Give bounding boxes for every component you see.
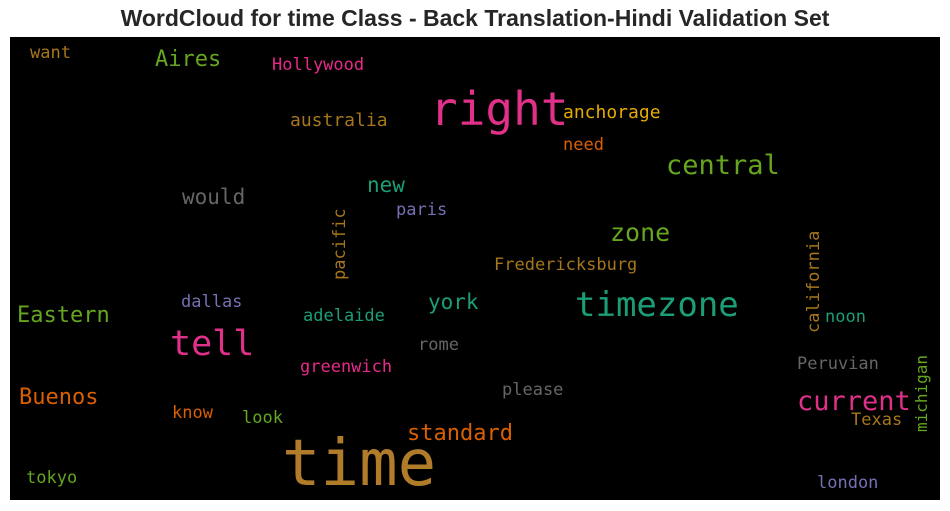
wordcloud-canvas: time right timezone tell central current zone s… [10, 37, 940, 500]
word-dallas: dallas [181, 292, 243, 312]
chart-title: WordCloud for time Class - Back Translat… [120, 5, 830, 31]
word-adelaide: adelaide [303, 306, 385, 326]
word-central: central [666, 150, 780, 181]
word-know: know [172, 403, 213, 423]
word-would: would [182, 185, 246, 209]
word-paris: paris [396, 200, 448, 220]
word-look: look [242, 408, 283, 428]
word-want: want [30, 43, 71, 63]
word-australia: australia [290, 110, 388, 131]
word-buenos: Buenos [19, 385, 99, 410]
word-tokyo: tokyo [26, 468, 78, 488]
word-eastern: Eastern [17, 303, 110, 328]
word-new: new [367, 173, 405, 197]
word-york: york [428, 290, 479, 314]
word-rome: rome [418, 335, 459, 355]
word-tell: tell [170, 324, 255, 364]
word-time: time [282, 427, 437, 500]
word-aires: Aires [155, 47, 222, 72]
word-timezone: timezone [575, 285, 739, 325]
word-london: london [817, 473, 879, 493]
word-peruvian: Peruvian [797, 354, 879, 374]
word-current: current [797, 386, 911, 417]
word-hollywood: Hollywood [272, 55, 365, 75]
word-please: please [502, 380, 564, 400]
word-right: right [430, 82, 569, 136]
word-texas: Texas [851, 410, 903, 430]
word-pacific: pacific [330, 208, 350, 280]
word-anchorage: anchorage [563, 102, 661, 123]
word-fredericksburg: Fredericksburg [494, 255, 638, 275]
word-michigan: michigan [912, 354, 931, 432]
word-need: need [563, 135, 604, 155]
word-standard: standard [407, 421, 513, 446]
word-greenwich: greenwich [300, 357, 393, 377]
word-zone: zone [610, 218, 671, 247]
word-noon: noon [825, 307, 866, 327]
word-california: california [804, 230, 824, 333]
